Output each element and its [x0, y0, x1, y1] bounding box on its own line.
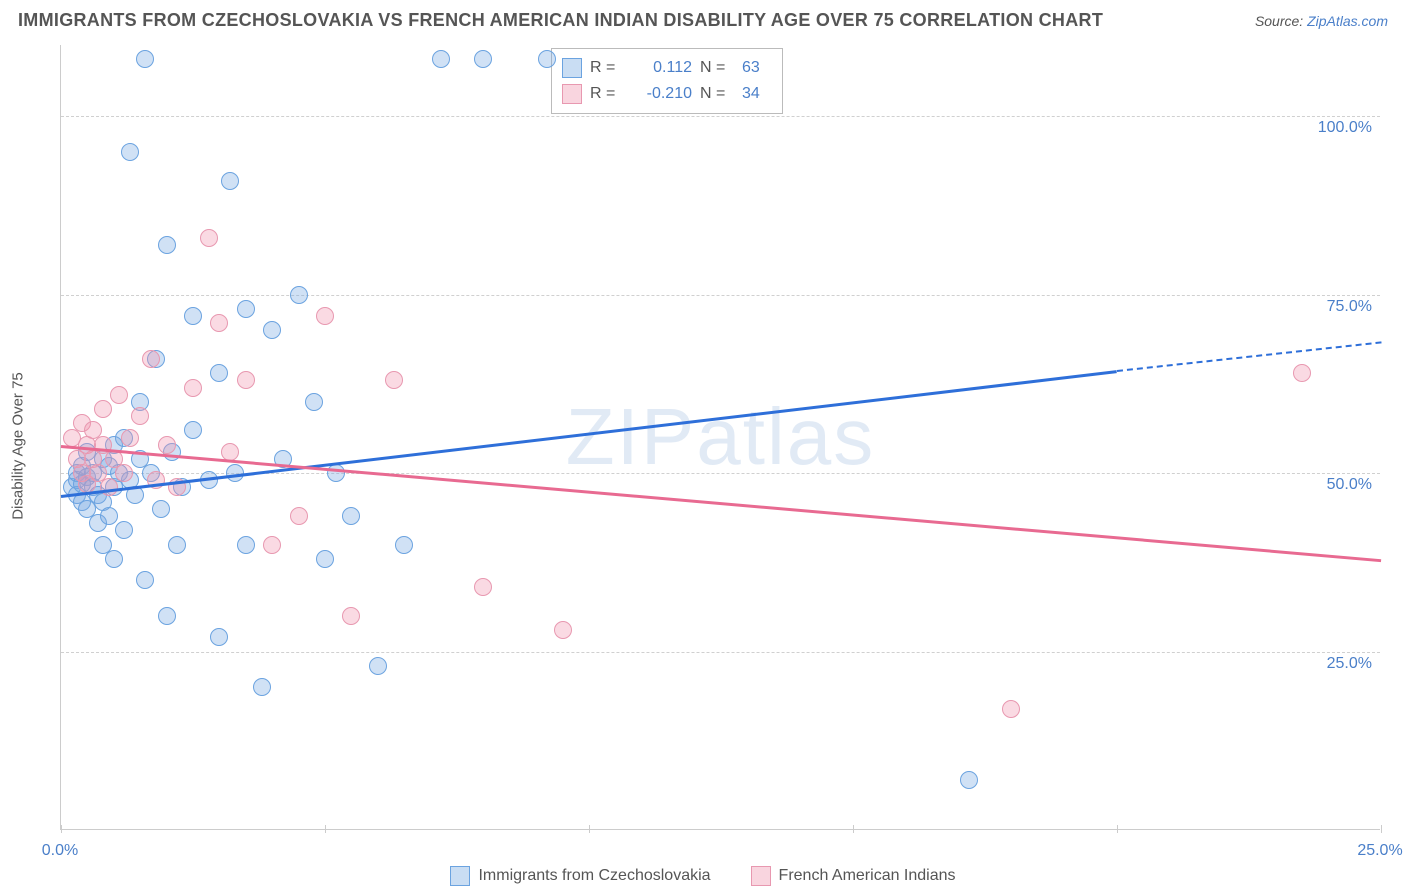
y-tick-label: 25.0% [1327, 655, 1372, 673]
legend-swatch-pink [562, 84, 582, 104]
data-point [100, 478, 118, 496]
x-tick [61, 825, 62, 833]
y-tick-label: 75.0% [1327, 298, 1372, 316]
x-tick-label: 25.0% [1357, 842, 1402, 860]
x-tick-label: 0.0% [42, 842, 78, 860]
data-point [263, 321, 281, 339]
data-point [184, 379, 202, 397]
data-point [305, 393, 323, 411]
data-point [369, 657, 387, 675]
data-point [100, 507, 118, 525]
data-point [290, 507, 308, 525]
x-tick [325, 825, 326, 833]
data-point [316, 550, 334, 568]
title-bar: IMMIGRANTS FROM CZECHOSLOVAKIA VS FRENCH… [18, 10, 1388, 31]
data-point [210, 314, 228, 332]
data-point [1002, 700, 1020, 718]
data-point [554, 621, 572, 639]
data-point [263, 536, 281, 554]
data-point [152, 500, 170, 518]
data-point [474, 578, 492, 596]
data-point [237, 300, 255, 318]
data-point [237, 536, 255, 554]
data-point [221, 443, 239, 461]
data-point [131, 407, 149, 425]
data-point [253, 678, 271, 696]
data-point [237, 371, 255, 389]
chart-title: IMMIGRANTS FROM CZECHOSLOVAKIA VS FRENCH… [18, 10, 1103, 31]
data-point [316, 307, 334, 325]
data-point [184, 421, 202, 439]
data-point [110, 386, 128, 404]
data-point [960, 771, 978, 789]
scatter-plot: ZIPatlas R = 0.112 N = 63 R = -0.210 N =… [60, 45, 1380, 830]
x-tick [589, 825, 590, 833]
source-label: Source: ZipAtlas.com [1255, 13, 1388, 29]
data-point [342, 507, 360, 525]
data-point [136, 50, 154, 68]
data-point [221, 172, 239, 190]
data-point [290, 286, 308, 304]
grid-line [61, 652, 1380, 653]
data-point [210, 364, 228, 382]
legend-swatch-pink [751, 866, 771, 886]
data-point [538, 50, 556, 68]
y-axis-label: Disability Age Over 75 [10, 372, 27, 520]
legend-item-1: Immigrants from Czechoslovakia [450, 866, 710, 886]
data-point [121, 429, 139, 447]
data-point [94, 400, 112, 418]
legend-item-2: French American Indians [751, 866, 956, 886]
source-link[interactable]: ZipAtlas.com [1307, 13, 1388, 29]
y-tick-label: 100.0% [1318, 119, 1372, 137]
data-point [327, 464, 345, 482]
data-point [210, 628, 228, 646]
trend-line [61, 370, 1117, 498]
data-point [136, 571, 154, 589]
stat-row-1: R = 0.112 N = 63 [562, 55, 772, 81]
data-point [385, 371, 403, 389]
data-point [342, 607, 360, 625]
data-point [158, 236, 176, 254]
data-point [395, 536, 413, 554]
data-point [142, 350, 160, 368]
data-point [115, 521, 133, 539]
data-point [105, 550, 123, 568]
x-tick [853, 825, 854, 833]
x-tick [1117, 825, 1118, 833]
data-point [158, 607, 176, 625]
data-point [474, 50, 492, 68]
data-point [1293, 364, 1311, 382]
trend-line [61, 445, 1381, 562]
data-point [200, 229, 218, 247]
stat-legend: R = 0.112 N = 63 R = -0.210 N = 34 [551, 48, 783, 114]
trend-line [1117, 341, 1381, 372]
data-point [168, 536, 186, 554]
data-point [432, 50, 450, 68]
stat-row-2: R = -0.210 N = 34 [562, 81, 772, 107]
data-point [158, 436, 176, 454]
grid-line [61, 295, 1380, 296]
grid-line [61, 116, 1380, 117]
y-tick-label: 50.0% [1327, 476, 1372, 494]
legend-swatch-blue [562, 58, 582, 78]
data-point [121, 143, 139, 161]
x-tick [1381, 825, 1382, 833]
bottom-legend: Immigrants from Czechoslovakia French Am… [0, 866, 1406, 886]
data-point [184, 307, 202, 325]
legend-swatch-blue [450, 866, 470, 886]
